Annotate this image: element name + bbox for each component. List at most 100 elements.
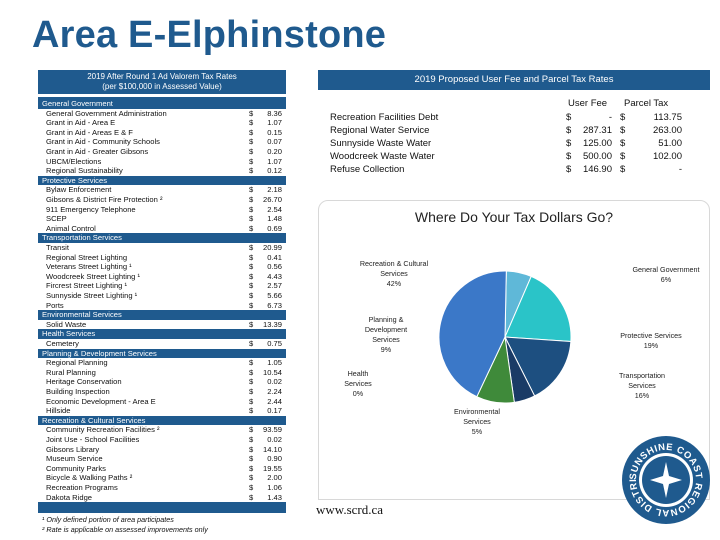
tax-rates-header: 2019 After Round 1 Ad Valorem Tax Rates …: [38, 70, 286, 94]
tax-row-name: Transit: [46, 243, 69, 253]
tax-row-value: 5.66: [267, 291, 282, 301]
tax-row-dollar: $: [249, 464, 253, 474]
tax-item-row: Museum Service $0.90: [38, 454, 286, 464]
pie-slice-percent: 5%: [447, 427, 507, 437]
tax-category-row: General Government: [38, 99, 286, 109]
tax-row-name: Economic Development - Area E: [46, 397, 156, 407]
fee-row-dollar: $: [620, 150, 625, 163]
tax-row-dollar: $: [249, 425, 253, 435]
tax-row-value: 1.07: [267, 118, 282, 128]
pie-slice-label: Planning & Development Services 9%: [351, 315, 421, 355]
tax-item-row: Bicycle & Walking Paths ² $2.00: [38, 473, 286, 483]
fee-row: Refuse Collection $146.90 $ -: [318, 163, 710, 176]
tax-row-dollar: $: [249, 397, 253, 407]
tax-item-row: UBCM/Elections $1.07: [38, 157, 286, 167]
tax-row-name: Rural Planning: [46, 368, 96, 378]
tax-row-value: 0.07: [267, 137, 282, 147]
tax-row-value: 2.18: [267, 185, 282, 195]
tax-row-value: 14.10: [263, 445, 282, 455]
tax-row-dollar: $: [249, 118, 253, 128]
tax-row-value: 1.07: [267, 157, 282, 167]
fee-row-user-fee: 125.00: [583, 137, 612, 150]
pie-slice-name: Environmental Services: [447, 407, 507, 427]
fee-row-parcel-tax: -: [679, 163, 682, 176]
tax-row-dollar: $: [249, 339, 253, 349]
footnote-2: ² Rate is applicable on assessed improve…: [42, 525, 208, 534]
tax-item-row: Fircrest Street Lighting ¹ $2.57: [38, 281, 286, 291]
tax-row-dollar: $: [249, 253, 253, 263]
fee-row-parcel-tax: 263.00: [653, 124, 682, 137]
tax-row-dollar: $: [249, 272, 253, 282]
tax-row-dollar: $: [249, 281, 253, 291]
tax-row-value: 26.70: [263, 195, 282, 205]
tax-row-dollar: $: [249, 320, 253, 330]
tax-item-row: Bylaw Enforcement $2.18: [38, 185, 286, 195]
tax-item-row: Solid Waste $13.39: [38, 320, 286, 330]
tax-item-row: Woodcreek Street Lighting ¹ $4.43: [38, 272, 286, 282]
tax-row-name: Building Inspection: [46, 387, 110, 397]
tax-row-value: 2.24: [267, 387, 282, 397]
fee-row-name: Refuse Collection: [330, 163, 404, 176]
tax-row-name: Museum Service: [46, 454, 103, 464]
pie-slice-percent: 9%: [351, 345, 421, 355]
tax-row-dollar: $: [249, 185, 253, 195]
pie-slice-name: Recreation & Cultural Services: [359, 259, 429, 279]
pie-slice-percent: 16%: [607, 391, 677, 401]
pie-slice-name: Planning & Development Services: [351, 315, 421, 345]
footnote-1: ¹ Only defined portion of area participa…: [42, 515, 174, 524]
tax-item-row: Community Parks $19.55: [38, 464, 286, 474]
tax-row-value: 20.99: [263, 243, 282, 253]
tax-row-dollar: $: [249, 358, 253, 368]
tax-row-dollar: $: [249, 483, 253, 493]
tax-row-dollar: $: [249, 377, 253, 387]
tax-row-name: Fircrest Street Lighting ¹: [46, 281, 127, 291]
tax-item-row: Regional Planning $1.05: [38, 358, 286, 368]
fee-row-name: Sunnyside Waste Water: [330, 137, 431, 150]
tax-rates-table: General Government General Government Adm…: [38, 97, 286, 513]
fee-row-dollar: $: [566, 150, 571, 163]
tax-row-name: Regional Planning: [46, 358, 108, 368]
tax-row-name: General Government: [42, 99, 113, 109]
tax-row-name: Grant in Aid - Community Schools: [46, 137, 160, 147]
tax-item-row: Joint Use - School Facilities $0.02: [38, 435, 286, 445]
fee-row-dollar: $: [620, 163, 625, 176]
tax-item-row: Community Recreation Facilities ² $93.59: [38, 425, 286, 435]
fee-row-dollar: $: [566, 137, 571, 150]
tax-item-row: Hillside $0.17: [38, 406, 286, 416]
tax-row-name: General Government Administration: [46, 109, 167, 119]
tax-row-name: Woodcreek Street Lighting ¹: [46, 272, 140, 282]
tax-row-dollar: $: [249, 109, 253, 119]
tax-item-row: SCEP $1.48: [38, 214, 286, 224]
fee-row-user-fee: 146.90: [583, 163, 612, 176]
tax-row-name: Ports: [46, 301, 64, 311]
tax-row-dollar: $: [249, 435, 253, 445]
tax-rates-header-line2: (per $100,000 in Assessed Value): [38, 82, 286, 92]
tax-item-row: 911 Emergency Telephone $2.54: [38, 205, 286, 215]
tax-row-name: UBCM/Elections: [46, 157, 101, 167]
tax-row-dollar: $: [249, 205, 253, 215]
tax-row-name: 911 Emergency Telephone: [46, 205, 136, 215]
tax-row-value: 93.59: [263, 425, 282, 435]
tax-row-name: Hillside: [46, 406, 70, 416]
fee-row: Regional Water Service $287.31 $263.00: [318, 124, 710, 137]
tax-row-value: 19.55: [263, 464, 282, 474]
tax-item-row: Building Inspection $2.24: [38, 387, 286, 397]
tax-row-value: 2.44: [267, 397, 282, 407]
tax-row-name: Regional Sustainability: [46, 166, 123, 176]
website-link[interactable]: www.scrd.ca: [316, 502, 383, 518]
pie-slice-label: Transportation Services 16%: [607, 371, 677, 401]
tax-row-value: 0.56: [267, 262, 282, 272]
fee-row-name: Recreation Facilities Debt: [330, 111, 438, 124]
tax-item-row: Transit $20.99: [38, 243, 286, 253]
fee-row-name: Regional Water Service: [330, 124, 429, 137]
tax-item-row: Veterans Street Lighting ¹ $0.56: [38, 262, 286, 272]
tax-item-row: Regional Street Lighting $0.41: [38, 253, 286, 263]
tax-row-name: Community Parks: [46, 464, 106, 474]
tax-row-dollar: $: [249, 262, 253, 272]
user-fee-table: Recreation Facilities Debt $ - $113.75 Regio…: [318, 95, 710, 183]
tax-row-dollar: $: [249, 301, 253, 311]
tax-row-value: 0.20: [267, 147, 282, 157]
tax-item-row: Ports $6.73: [38, 301, 286, 311]
pie-slice-label: Environmental Services 5%: [447, 407, 507, 437]
tax-item-row: Rural Planning $10.54: [38, 368, 286, 378]
